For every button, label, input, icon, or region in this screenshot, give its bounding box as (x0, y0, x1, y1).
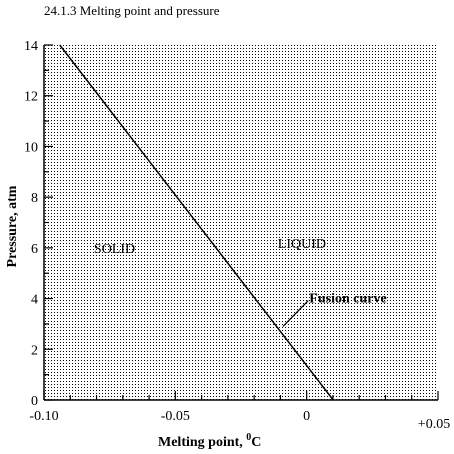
x-tick-label: -0.10 (29, 409, 58, 424)
y-tick-label: 12 (24, 90, 38, 105)
y-tick-label: 0 (31, 394, 38, 409)
x-axis-label: Melting point, 0C (158, 432, 261, 450)
x-tick-label: +0.05 (418, 417, 450, 432)
y-axis-label: Pressure, atm (5, 185, 20, 267)
region-label-solid: SOLID (94, 242, 135, 257)
x-tick-label: -0.05 (161, 409, 190, 424)
x-tick-label: 0 (303, 409, 310, 424)
y-tick-label: 6 (31, 242, 38, 257)
y-tick-label: 4 (31, 293, 38, 308)
y-tick-label: 10 (24, 140, 38, 155)
chart-caption: 24.1.3 Melting point and pressure (44, 3, 220, 18)
region-label-liquid: LIQUID (278, 237, 326, 252)
y-tick-label: 2 (31, 343, 38, 358)
annotation-label: Fusion curve (309, 292, 386, 307)
fusion-curve-line (59, 44, 334, 401)
y-tick-label: 14 (24, 39, 38, 54)
annotation-pointer (282, 300, 309, 327)
plot-background (44, 45, 438, 400)
y-tick-label: 8 (31, 191, 38, 206)
